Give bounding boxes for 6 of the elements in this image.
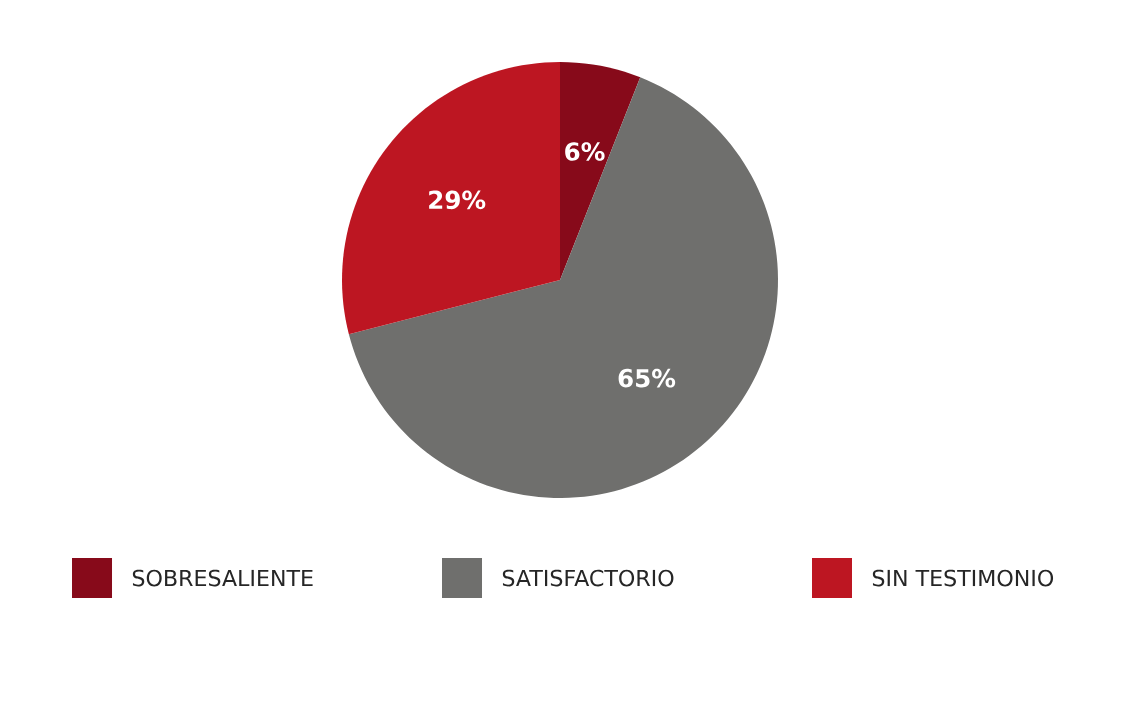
legend-label: SIN TESTIMONIO — [872, 569, 1054, 587]
data-label: 65% — [618, 368, 676, 388]
legend-label: SATISFACTORIO — [502, 569, 674, 587]
legend-label: SOBRESALIENTE — [132, 569, 313, 587]
data-label: 6% — [565, 142, 605, 161]
data-label: 29% — [429, 190, 486, 210]
